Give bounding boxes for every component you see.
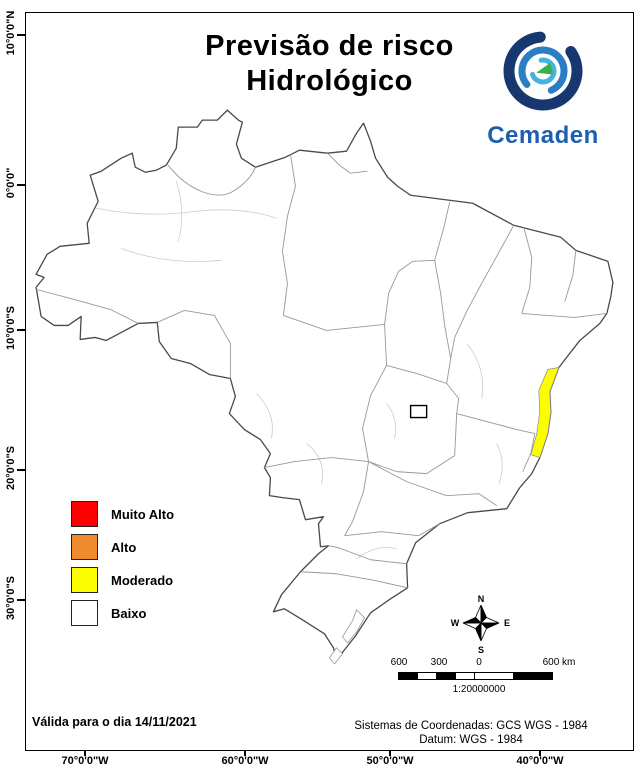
compass-label-s: S (478, 645, 484, 655)
axis-tick (17, 34, 25, 36)
scale-bar-segment (455, 672, 475, 680)
scale-bar-segment (398, 672, 418, 680)
compass-label-e: E (504, 618, 510, 628)
page-title-line1: Previsão de risco (205, 30, 454, 62)
lon-label-40w: 40°0'0"W (516, 755, 564, 767)
scale-ratio: 1:20000000 (452, 684, 506, 695)
map-frame: Previsão de risco Hidrológico Cemaden Mu… (25, 12, 634, 751)
legend: Muito Alto Alto Moderado Baixo (71, 501, 174, 633)
lat-label-10s: 10°0'0"S (5, 305, 17, 351)
brazil-map (35, 109, 614, 665)
page-title-line2: Hidrológico (246, 64, 413, 97)
legend-label-baixo: Baixo (111, 605, 147, 621)
crs-note-line2: Datum: WGS - 1984 (419, 734, 523, 747)
cemaden-swirl-icon (503, 31, 583, 111)
page-title: Previsão de risco Hidrológico (26, 29, 633, 99)
legend-swatch-muito-alto (71, 501, 98, 527)
compass-label-n: N (478, 594, 485, 604)
validity-note: Válida para o dia 14/11/2021 (32, 715, 197, 729)
scale-label-0: 0 (476, 657, 482, 668)
scale-label-600-right: 600 km (542, 657, 576, 668)
lat-label-0: 0°0'0" (5, 167, 17, 199)
lon-label-60w: 60°0'0"W (221, 755, 269, 767)
lat-label-20s: 20°0'0"S (5, 445, 17, 491)
axis-tick (17, 184, 25, 186)
compass-label-w: W (451, 618, 460, 628)
legend-label-alto: Alto (111, 539, 137, 555)
axis-tick (17, 329, 25, 331)
compass-rose-icon: N E S W (451, 594, 510, 655)
crs-note-line1: Sistemas de Coordenadas: GCS WGS - 1984 (354, 720, 588, 732)
lat-label-30s: 30°0'0"S (5, 575, 17, 621)
scale-bar: 600 300 0 600 km 1:20000000 (366, 657, 596, 701)
lon-label-50w: 50°0'0"W (366, 755, 414, 767)
scale-bar-segment (417, 672, 437, 680)
cemaden-logo: Cemaden (465, 29, 621, 150)
legend-label-moderado: Moderado (111, 572, 174, 588)
scale-bar-graphic (398, 672, 553, 680)
axis-tick (84, 751, 86, 756)
axis-tick (17, 599, 25, 601)
scale-bar-segment (474, 672, 514, 680)
legend-label-muito-alto: Muito Alto (111, 506, 175, 522)
legend-item-moderado: Moderado (71, 567, 174, 593)
crs-note: Sistemas de Coordenadas: GCS WGS - 1984 … (321, 719, 621, 748)
legend-item-muito-alto: Muito Alto (71, 501, 174, 527)
axis-tick (244, 751, 246, 756)
federal-district-outline (409, 404, 428, 419)
legend-item-baixo: Baixo (71, 600, 174, 626)
highlight-region-moderado (530, 367, 560, 459)
axis-tick (17, 469, 25, 471)
legend-swatch-alto (71, 534, 98, 560)
scale-bar-segment (513, 672, 553, 680)
legend-swatch-moderado (71, 567, 98, 593)
state-boundaries (35, 152, 607, 589)
lagoons (328, 609, 366, 665)
legend-item-alto: Alto (71, 534, 174, 560)
logo-text: Cemaden (487, 122, 599, 149)
legend-swatch-baixo (71, 600, 98, 626)
scale-label-600-left: 600 (390, 657, 408, 668)
scale-label-300: 300 (430, 657, 448, 668)
lon-label-70w: 70°0'0"W (61, 755, 109, 767)
lat-label-10n: 10°0'0"N (5, 10, 17, 56)
minor-boundaries (96, 181, 503, 560)
axis-tick (539, 751, 541, 756)
brazil-outline (35, 109, 614, 661)
axis-tick (389, 751, 391, 756)
scale-bar-segment (436, 672, 456, 680)
